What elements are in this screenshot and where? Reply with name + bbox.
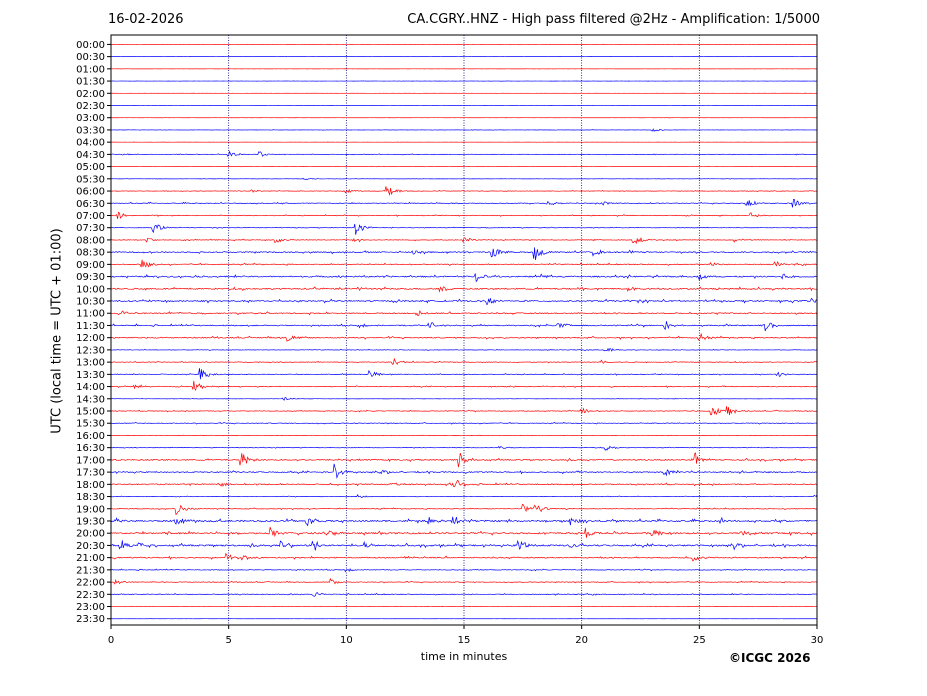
y-tick-label: 17:30: [76, 468, 105, 479]
y-tick-label: 14:00: [76, 382, 105, 393]
trace-0930: [110, 273, 818, 283]
y-tick-label: 16:30: [76, 443, 105, 454]
x-tick-label: 10: [340, 635, 353, 646]
trace-2130: [110, 568, 818, 573]
y-tick-label: 04:00: [76, 138, 105, 149]
y-tick-label: 10:30: [76, 297, 105, 308]
trace-2100: [110, 552, 818, 562]
trace-1800: [110, 479, 818, 488]
y-tick-label: 07:00: [76, 211, 105, 222]
trace-0630: [110, 198, 818, 208]
y-tick-label: 21:00: [76, 553, 105, 564]
y-tick-label: 23:00: [76, 602, 105, 613]
trace-2230: [110, 592, 818, 597]
trace-2200: [110, 577, 818, 585]
trace-1730: [110, 463, 818, 479]
y-tick-label: 19:30: [76, 516, 105, 527]
y-tick-label: 20:00: [76, 529, 105, 540]
trace-2000: [110, 527, 818, 538]
x-tick-label: 5: [225, 635, 231, 646]
trace-1900: [110, 503, 818, 516]
y-tick-label: 20:30: [76, 541, 105, 552]
y-tick-label: 12:00: [76, 333, 105, 344]
y-tick-label: 04:30: [76, 150, 105, 161]
y-tick-label: 05:00: [76, 162, 105, 173]
y-tick-label: 03:30: [76, 125, 105, 136]
y-tick-label: 08:30: [76, 248, 105, 259]
x-tick-label: 15: [458, 635, 471, 646]
y-tick-label: 02:30: [76, 101, 105, 112]
trace-1700: [110, 452, 818, 468]
x-tick-label: 25: [693, 635, 706, 646]
x-tick-label: 0: [108, 635, 114, 646]
y-tick-label: 05:30: [76, 174, 105, 185]
trace-1630: [110, 445, 818, 451]
trace-0730: [110, 223, 818, 235]
copyright-credit: ©ICGC 2026: [729, 651, 811, 665]
x-tick-label: 30: [811, 635, 824, 646]
trace-1830: [110, 493, 818, 499]
y-axis-label: UTC (local time = UTC + 01:00): [49, 228, 65, 434]
trace-1300: [110, 357, 818, 365]
y-tick-label: 19:00: [76, 504, 105, 515]
trace-2030: [110, 539, 818, 551]
y-tick-label: 18:30: [76, 492, 105, 503]
y-tick-label: 06:30: [76, 199, 105, 210]
y-tick-label: 07:30: [76, 223, 105, 234]
y-tick-label: 11:30: [76, 321, 105, 332]
trace-1400: [110, 380, 818, 392]
trace-1200: [110, 333, 818, 342]
chart-date: 16-02-2026: [108, 12, 184, 27]
y-tick-label: 11:00: [76, 309, 105, 320]
plot-frame: [110, 34, 818, 626]
y-tick-label: 10:00: [76, 284, 105, 295]
y-tick-label: 17:00: [76, 455, 105, 466]
trace-0330: [110, 128, 818, 132]
y-tick-label: 23:30: [76, 614, 105, 625]
y-tick-label: 01:00: [76, 64, 105, 75]
y-tick-label: 18:00: [76, 480, 105, 491]
y-tick-label: 14:30: [76, 394, 105, 405]
trace-1230: [110, 347, 818, 352]
y-tick-label: 12:30: [76, 345, 105, 356]
x-tick-label: 20: [575, 635, 588, 646]
y-tick-label: 22:00: [76, 578, 105, 589]
trace-0700: [110, 211, 818, 219]
y-tick-label: 03:00: [76, 113, 105, 124]
y-tick-label: 00:30: [76, 52, 105, 63]
x-axis-label: time in minutes: [420, 650, 508, 663]
y-tick-label: 09:30: [76, 272, 105, 283]
trace-1330: [110, 368, 818, 380]
trace-1000: [110, 286, 818, 293]
y-tick-label: 21:30: [76, 565, 105, 576]
trace-1930: [110, 516, 818, 527]
y-tick-label: 08:00: [76, 235, 105, 246]
trace-0600: [110, 186, 818, 196]
trace-0900: [110, 259, 818, 268]
y-tick-label: 06:00: [76, 187, 105, 198]
trace-1530: [110, 421, 818, 425]
y-tick-label: 13:30: [76, 370, 105, 381]
trace-1030: [110, 297, 818, 305]
trace-0830: [110, 247, 818, 261]
trace-1600: [110, 434, 818, 437]
trace-1100: [110, 310, 818, 317]
trace-1430: [110, 396, 818, 401]
trace-1130: [110, 321, 818, 332]
trace-0530: [110, 177, 817, 181]
chart-title: CA.CGRY..HNZ - High pass filtered @2Hz -…: [407, 12, 820, 27]
trace-0800: [110, 237, 818, 245]
trace-0430: [110, 150, 818, 157]
y-tick-label: 00:00: [76, 40, 105, 51]
trace-1500: [110, 406, 818, 416]
y-tick-label: 15:30: [76, 419, 105, 430]
y-tick-label: 01:30: [76, 77, 105, 88]
y-tick-label: 13:00: [76, 358, 105, 369]
y-tick-label: 22:30: [76, 590, 105, 601]
y-tick-label: 16:00: [76, 431, 105, 442]
y-tick-label: 15:00: [76, 407, 105, 418]
y-tick-label: 02:00: [76, 89, 105, 100]
y-tick-label: 09:00: [76, 260, 105, 271]
